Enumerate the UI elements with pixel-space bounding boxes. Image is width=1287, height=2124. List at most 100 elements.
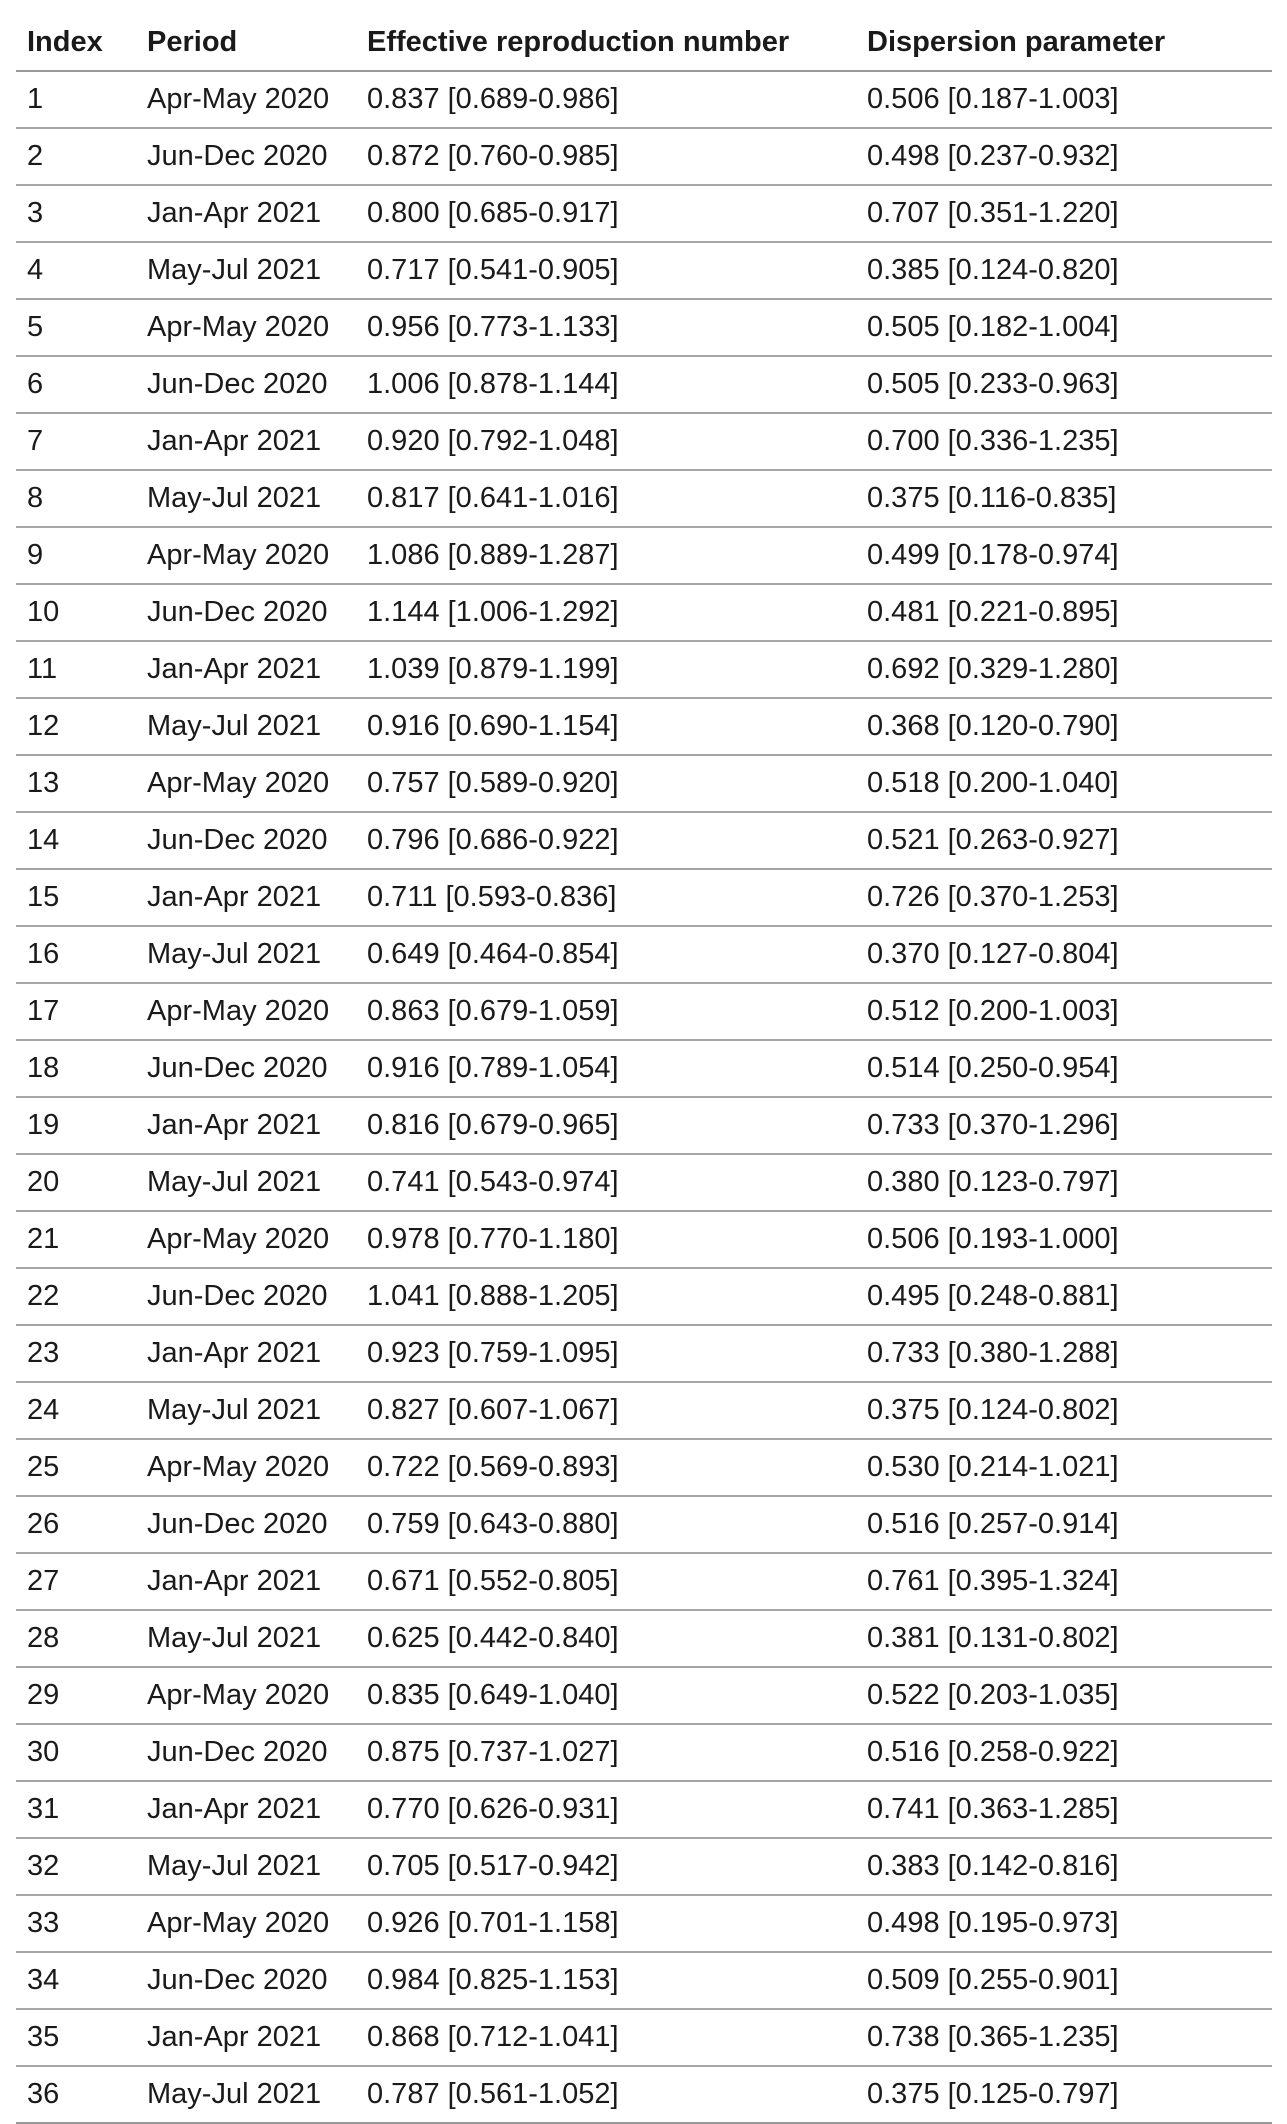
period-cell: Jan-Apr 2021: [136, 413, 356, 471]
reproduction-number-cell: 0.796 [0.686-0.922]: [356, 812, 856, 870]
table-row: 11 Jan-Apr 2021 1.039 [0.879-1.199] 0.692 […: [16, 641, 1272, 699]
column-header-dispersion-parameter: Dispersion parameter: [856, 14, 1272, 72]
dispersion-parameter-cell: 0.498 [0.237-0.932]: [856, 128, 1272, 186]
reproduction-number-cell: 0.835 [0.649-1.040]: [356, 1667, 856, 1725]
reproduction-number-cell: 1.006 [0.878-1.144]: [356, 356, 856, 414]
index-cell: 8: [16, 470, 136, 528]
dispersion-parameter-cell: 0.700 [0.336-1.235]: [856, 413, 1272, 471]
index-cell: 20: [16, 1154, 136, 1212]
results-table: Index Period Effective reproduction numb…: [16, 14, 1272, 2124]
reproduction-number-cell: 0.868 [0.712-1.041]: [356, 2009, 856, 2067]
reproduction-number-cell: 0.711 [0.593-0.836]: [356, 869, 856, 927]
index-cell: 15: [16, 869, 136, 927]
period-cell: Jan-Apr 2021: [136, 869, 356, 927]
table-row: 25 Apr-May 2020 0.722 [0.569-0.893] 0.530 […: [16, 1439, 1272, 1497]
period-cell: May-Jul 2021: [136, 926, 356, 984]
period-cell: Jun-Dec 2020: [136, 128, 356, 186]
dispersion-parameter-cell: 0.518 [0.200-1.040]: [856, 755, 1272, 813]
dispersion-parameter-cell: 0.522 [0.203-1.035]: [856, 1667, 1272, 1725]
table-row: 20 May-Jul 2021 0.741 [0.543-0.974] 0.380 […: [16, 1154, 1272, 1212]
index-cell: 17: [16, 983, 136, 1041]
index-cell: 36: [16, 2066, 136, 2124]
index-cell: 13: [16, 755, 136, 813]
dispersion-parameter-cell: 0.514 [0.250-0.954]: [856, 1040, 1272, 1098]
period-cell: May-Jul 2021: [136, 242, 356, 300]
dispersion-parameter-cell: 0.726 [0.370-1.253]: [856, 869, 1272, 927]
dispersion-parameter-cell: 0.733 [0.370-1.296]: [856, 1097, 1272, 1155]
reproduction-number-cell: 0.770 [0.626-0.931]: [356, 1781, 856, 1839]
period-cell: Apr-May 2020: [136, 71, 356, 129]
period-cell: Jan-Apr 2021: [136, 1325, 356, 1383]
reproduction-number-cell: 0.956 [0.773-1.133]: [356, 299, 856, 357]
reproduction-number-cell: 1.086 [0.889-1.287]: [356, 527, 856, 585]
reproduction-number-cell: 0.872 [0.760-0.985]: [356, 128, 856, 186]
index-cell: 16: [16, 926, 136, 984]
index-cell: 23: [16, 1325, 136, 1383]
table-row: 28 May-Jul 2021 0.625 [0.442-0.840] 0.381 […: [16, 1610, 1272, 1668]
index-cell: 3: [16, 185, 136, 243]
dispersion-parameter-cell: 0.506 [0.193-1.000]: [856, 1211, 1272, 1269]
table-row: 5 Apr-May 2020 0.956 [0.773-1.133] 0.505 [0…: [16, 299, 1272, 357]
period-cell: Apr-May 2020: [136, 1211, 356, 1269]
index-cell: 18: [16, 1040, 136, 1098]
period-cell: May-Jul 2021: [136, 1382, 356, 1440]
dispersion-parameter-cell: 0.509 [0.255-0.901]: [856, 1952, 1272, 2010]
period-cell: Jan-Apr 2021: [136, 641, 356, 699]
table-row: 8 May-Jul 2021 0.817 [0.641-1.016] 0.375 [0…: [16, 470, 1272, 528]
period-cell: May-Jul 2021: [136, 1154, 356, 1212]
table-row: 32 May-Jul 2021 0.705 [0.517-0.942] 0.383 […: [16, 1838, 1272, 1896]
reproduction-number-cell: 0.978 [0.770-1.180]: [356, 1211, 856, 1269]
index-cell: 5: [16, 299, 136, 357]
reproduction-number-cell: 0.722 [0.569-0.893]: [356, 1439, 856, 1497]
dispersion-parameter-cell: 0.761 [0.395-1.324]: [856, 1553, 1272, 1611]
period-cell: Apr-May 2020: [136, 1667, 356, 1725]
reproduction-number-cell: 0.920 [0.792-1.048]: [356, 413, 856, 471]
reproduction-number-cell: 0.875 [0.737-1.027]: [356, 1724, 856, 1782]
period-cell: Jan-Apr 2021: [136, 1097, 356, 1155]
dispersion-parameter-cell: 0.385 [0.124-0.820]: [856, 242, 1272, 300]
dispersion-parameter-cell: 0.530 [0.214-1.021]: [856, 1439, 1272, 1497]
dispersion-parameter-cell: 0.521 [0.263-0.927]: [856, 812, 1272, 870]
reproduction-number-cell: 0.817 [0.641-1.016]: [356, 470, 856, 528]
table-row: 7 Jan-Apr 2021 0.920 [0.792-1.048] 0.700 [0…: [16, 413, 1272, 471]
period-cell: Jun-Dec 2020: [136, 1952, 356, 2010]
results-table-container: Index Period Effective reproduction numb…: [16, 14, 1272, 2124]
table-row: 17 Apr-May 2020 0.863 [0.679-1.059] 0.512 […: [16, 983, 1272, 1041]
table-row: 3 Jan-Apr 2021 0.800 [0.685-0.917] 0.707 [0…: [16, 185, 1272, 243]
table-row: 26 Jun-Dec 2020 0.759 [0.643-0.880] 0.516 […: [16, 1496, 1272, 1554]
table-row: 21 Apr-May 2020 0.978 [0.770-1.180] 0.506 […: [16, 1211, 1272, 1269]
dispersion-parameter-cell: 0.505 [0.233-0.963]: [856, 356, 1272, 414]
index-cell: 2: [16, 128, 136, 186]
reproduction-number-cell: 0.649 [0.464-0.854]: [356, 926, 856, 984]
period-cell: May-Jul 2021: [136, 1838, 356, 1896]
table-row: 10 Jun-Dec 2020 1.144 [1.006-1.292] 0.481 […: [16, 584, 1272, 642]
period-cell: Apr-May 2020: [136, 527, 356, 585]
table-body: 1 Apr-May 2020 0.837 [0.689-0.986] 0.506 [0…: [16, 71, 1272, 2124]
period-cell: May-Jul 2021: [136, 1610, 356, 1668]
dispersion-parameter-cell: 0.692 [0.329-1.280]: [856, 641, 1272, 699]
table-row: 23 Jan-Apr 2021 0.923 [0.759-1.095] 0.733 […: [16, 1325, 1272, 1383]
dispersion-parameter-cell: 0.375 [0.116-0.835]: [856, 470, 1272, 528]
period-cell: Jun-Dec 2020: [136, 584, 356, 642]
index-cell: 22: [16, 1268, 136, 1326]
period-cell: Jun-Dec 2020: [136, 1040, 356, 1098]
dispersion-parameter-cell: 0.498 [0.195-0.973]: [856, 1895, 1272, 1953]
table-row: 19 Jan-Apr 2021 0.816 [0.679-0.965] 0.733 […: [16, 1097, 1272, 1155]
table-row: 22 Jun-Dec 2020 1.041 [0.888-1.205] 0.495 […: [16, 1268, 1272, 1326]
table-row: 35 Jan-Apr 2021 0.868 [0.712-1.041] 0.738 […: [16, 2009, 1272, 2067]
index-cell: 9: [16, 527, 136, 585]
period-cell: Apr-May 2020: [136, 1895, 356, 1953]
reproduction-number-cell: 0.800 [0.685-0.917]: [356, 185, 856, 243]
column-header-index: Index: [16, 14, 136, 72]
table-row: 9 Apr-May 2020 1.086 [0.889-1.287] 0.499 [0…: [16, 527, 1272, 585]
index-cell: 1: [16, 71, 136, 129]
dispersion-parameter-cell: 0.495 [0.248-0.881]: [856, 1268, 1272, 1326]
index-cell: 21: [16, 1211, 136, 1269]
table-row: 4 May-Jul 2021 0.717 [0.541-0.905] 0.385 [0…: [16, 242, 1272, 300]
table-row: 1 Apr-May 2020 0.837 [0.689-0.986] 0.506 [0…: [16, 71, 1272, 129]
dispersion-parameter-cell: 0.481 [0.221-0.895]: [856, 584, 1272, 642]
dispersion-parameter-cell: 0.375 [0.125-0.797]: [856, 2066, 1272, 2124]
column-header-reproduction-number: Effective reproduction number: [356, 14, 856, 72]
period-cell: Jun-Dec 2020: [136, 812, 356, 870]
index-cell: 27: [16, 1553, 136, 1611]
